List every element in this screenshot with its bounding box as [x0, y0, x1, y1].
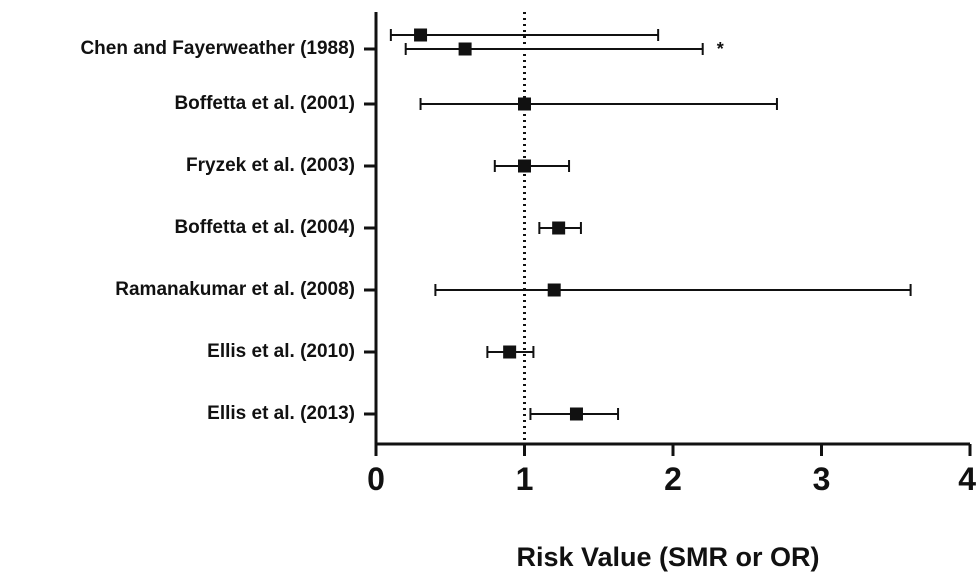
study-label: Fryzek et al. (2003): [186, 155, 355, 176]
study-label: Boffetta et al. (2001): [174, 93, 355, 114]
point-estimate: [503, 345, 517, 359]
study-label: Ellis et al. (2010): [207, 341, 355, 362]
point-estimate: [518, 97, 531, 111]
study-label: Boffetta et al. (2004): [174, 217, 355, 238]
study-label: Ramanakumar et al. (2008): [115, 279, 355, 300]
point-estimate: [518, 159, 531, 173]
study-label: Chen and Fayerweather (1988): [80, 38, 355, 59]
study-labels: Chen and Fayerweather (1988) Boffetta et …: [80, 38, 355, 424]
point-estimate: [414, 28, 428, 42]
x-tick-label: 2: [664, 461, 682, 497]
x-ticks: 0 1 2 3 4: [367, 444, 976, 497]
x-tick-label: 3: [813, 461, 831, 497]
estimate-annotation: *: [717, 39, 724, 59]
point-estimate: [458, 42, 472, 56]
axes: [364, 12, 970, 446]
error-bars: [389, 29, 912, 420]
point-estimates: [414, 28, 583, 421]
study-label: Ellis et al. (2013): [207, 403, 355, 424]
x-tick-label: 4: [958, 461, 976, 497]
annotations: *: [717, 39, 724, 59]
point-estimate: [552, 221, 566, 235]
x-axis-title: Risk Value (SMR or OR): [516, 542, 819, 572]
point-estimate: [547, 283, 561, 297]
x-tick-label: 0: [367, 461, 385, 497]
x-tick-label: 1: [516, 461, 534, 497]
point-estimate: [569, 407, 583, 421]
